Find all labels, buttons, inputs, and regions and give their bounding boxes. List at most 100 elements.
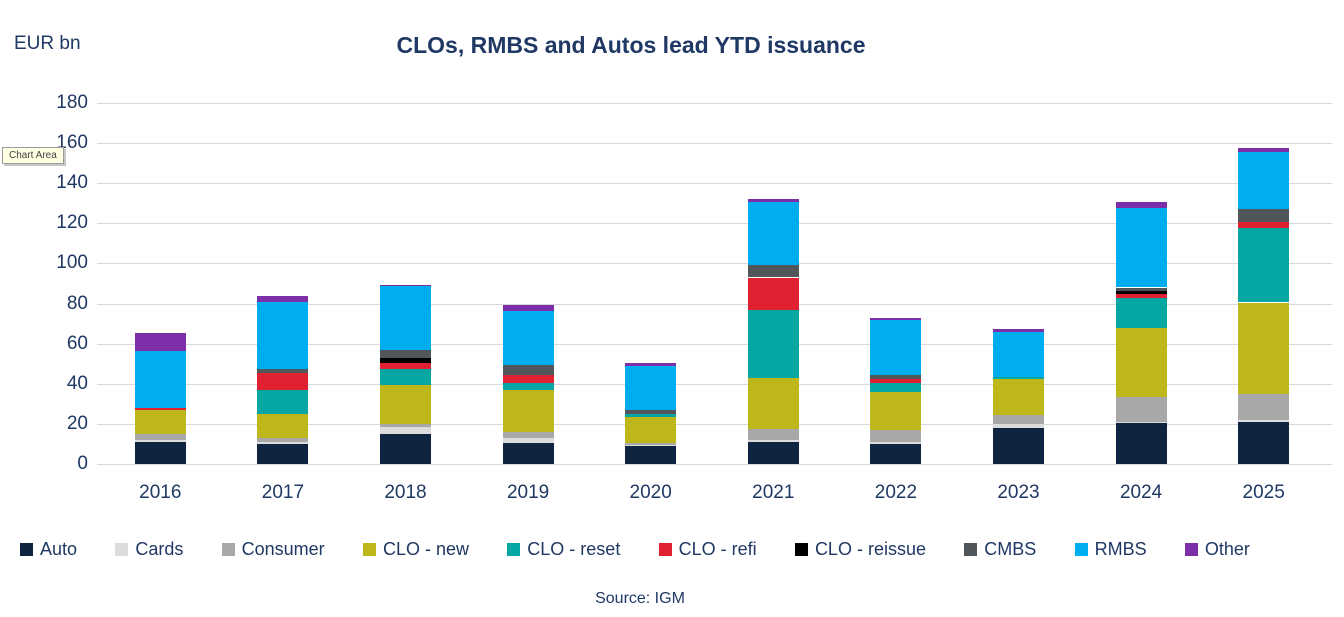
bar-segment[interactable]	[747, 441, 799, 464]
bar-segment[interactable]	[257, 368, 309, 373]
bar-segment[interactable]	[380, 284, 431, 286]
legend-item-clo-refi[interactable]: CLO - refi	[658, 539, 757, 560]
bar-segment[interactable]	[870, 441, 922, 444]
bar-segment[interactable]	[870, 374, 922, 379]
bar-segment[interactable]	[870, 317, 922, 320]
legend-item-clo-reset[interactable]: CLO - reset	[507, 539, 620, 560]
bar-segment[interactable]	[747, 377, 799, 429]
bar-segment[interactable]	[1115, 327, 1167, 397]
y-axis-tick-label: 40	[66, 372, 88, 394]
bar-segment[interactable]	[380, 285, 431, 350]
bar-segment[interactable]	[502, 304, 554, 311]
bar-segment[interactable]	[993, 376, 1044, 379]
bar-segment[interactable]	[625, 365, 677, 410]
bar-segment[interactable]	[502, 431, 554, 438]
bar-segment[interactable]	[502, 382, 554, 390]
bar-segment[interactable]	[502, 364, 554, 375]
y-axis-tick-label: 140	[56, 172, 88, 194]
legend-item-clo-reissue[interactable]: CLO - reissue	[794, 539, 926, 560]
bar-segment[interactable]	[747, 428, 799, 440]
bar-segment[interactable]	[502, 442, 554, 464]
bar-segment[interactable]	[380, 349, 431, 358]
bar-segment[interactable]	[625, 442, 677, 445]
bar-segment[interactable]	[1115, 290, 1167, 294]
bar-segment[interactable]	[502, 374, 554, 383]
legend-item-auto[interactable]: Auto	[20, 539, 77, 560]
bar-segment[interactable]	[1115, 396, 1167, 422]
legend-item-cmbs[interactable]: CMBS	[964, 539, 1036, 560]
bar-segment[interactable]	[1238, 302, 1290, 394]
bar-segment[interactable]	[625, 409, 677, 414]
bar-segment[interactable]	[747, 439, 799, 442]
bar-segment[interactable]	[380, 357, 431, 363]
bar-segment[interactable]	[747, 202, 799, 266]
bar-segment[interactable]	[1238, 419, 1290, 422]
legend-item-clo-new[interactable]: CLO - new	[362, 539, 469, 560]
bar-segment[interactable]	[134, 407, 186, 410]
bar-segment[interactable]	[1115, 421, 1167, 423]
legend-item-other[interactable]: Other	[1184, 539, 1250, 560]
bar-segment[interactable]	[380, 423, 431, 427]
bar-segment[interactable]	[257, 389, 309, 414]
bar-segment[interactable]	[993, 427, 1044, 464]
bar-segment[interactable]	[134, 332, 186, 351]
bar-segment[interactable]	[747, 309, 799, 378]
bar-segment[interactable]	[993, 414, 1044, 424]
legend-item-cards[interactable]: Cards	[115, 539, 183, 560]
bar-segment[interactable]	[1115, 293, 1167, 298]
bar-segment[interactable]	[134, 433, 186, 440]
bar-segment[interactable]	[747, 277, 799, 310]
bar-segment[interactable]	[625, 416, 677, 443]
bar-segment[interactable]	[747, 199, 799, 203]
bar-segment[interactable]	[380, 362, 431, 369]
legend-item-rmbs[interactable]: RMBS	[1074, 539, 1147, 560]
bar-segment[interactable]	[257, 295, 309, 302]
bar-segment[interactable]	[625, 362, 677, 366]
bar-segment[interactable]	[1238, 222, 1290, 229]
bar-segment[interactable]	[625, 413, 677, 417]
bar-segment[interactable]	[1115, 297, 1167, 328]
bar-segment[interactable]	[134, 439, 186, 442]
bar-segment[interactable]	[1238, 209, 1290, 223]
bar-segment[interactable]	[870, 391, 922, 430]
bar-segment[interactable]	[257, 441, 309, 444]
bar-segment[interactable]	[870, 378, 922, 383]
bar-segment[interactable]	[1238, 421, 1290, 464]
bar-segment[interactable]	[380, 384, 431, 424]
bar-segment[interactable]	[625, 444, 677, 446]
bar-segment[interactable]	[1238, 152, 1290, 210]
bar-segment[interactable]	[380, 368, 431, 385]
bar-segment[interactable]	[1238, 228, 1290, 303]
bar-segment[interactable]	[257, 301, 309, 369]
bar-segment[interactable]	[870, 429, 922, 442]
bar-segment[interactable]	[993, 378, 1044, 415]
bar-segment[interactable]	[380, 426, 431, 434]
bar-segment[interactable]	[993, 328, 1044, 332]
bar-segment[interactable]	[502, 389, 554, 432]
bar-segment[interactable]	[993, 423, 1044, 428]
bar-segment[interactable]	[870, 319, 922, 375]
bar-segment[interactable]	[1115, 208, 1167, 288]
bar-segment[interactable]	[257, 437, 309, 442]
bar-segment[interactable]	[870, 443, 922, 464]
bar-segment[interactable]	[625, 445, 677, 464]
bar-segment[interactable]	[1238, 393, 1290, 420]
bar-segment[interactable]	[502, 437, 554, 443]
bar-segment[interactable]	[870, 382, 922, 392]
bar-segment[interactable]	[134, 441, 186, 464]
bar-segment[interactable]	[380, 433, 431, 464]
bar-segment[interactable]	[134, 350, 186, 408]
bar-segment[interactable]	[993, 331, 1044, 377]
bar-segment[interactable]	[257, 372, 309, 390]
legend-item-consumer[interactable]: Consumer	[221, 539, 325, 560]
bar-segment[interactable]	[134, 409, 186, 434]
bar-segment[interactable]	[747, 265, 799, 278]
bar-segment[interactable]	[1115, 287, 1167, 291]
bar-segment[interactable]	[257, 443, 309, 464]
bar-segment[interactable]	[1115, 422, 1167, 464]
bar-segment[interactable]	[257, 413, 309, 438]
bar-segment[interactable]	[1238, 148, 1290, 153]
bar-segment[interactable]	[502, 310, 554, 365]
bar-segment[interactable]	[1115, 202, 1167, 209]
